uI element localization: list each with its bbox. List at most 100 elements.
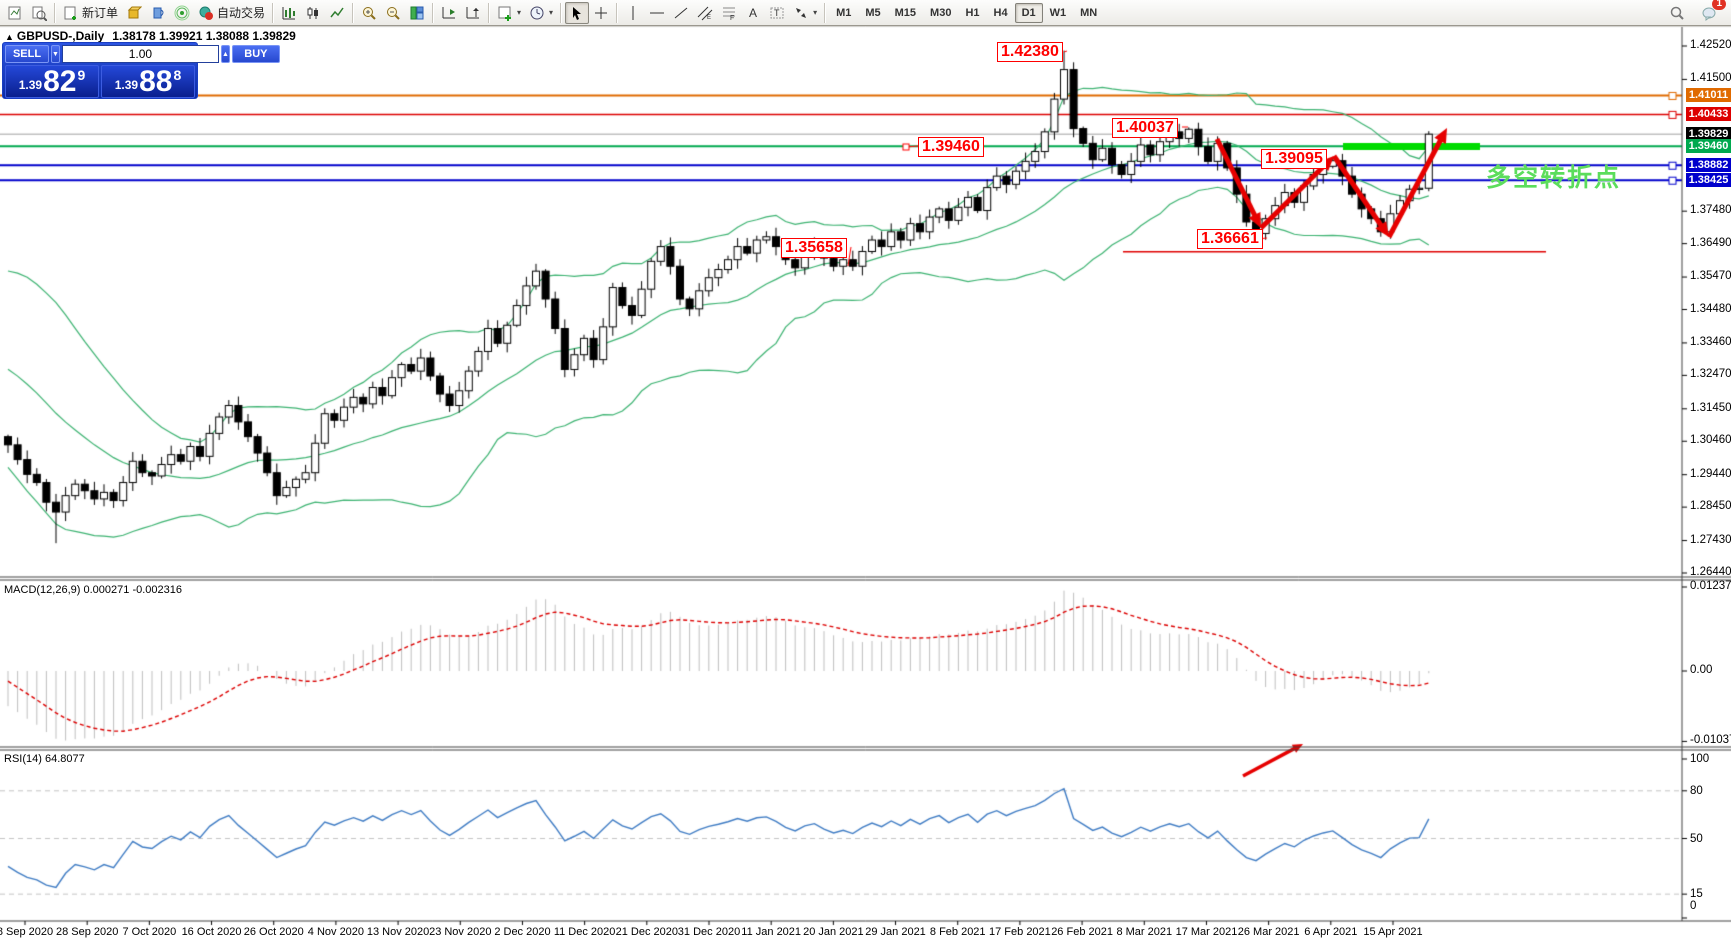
bull-bear-turning-point-note[interactable]: 多空转折点 bbox=[1486, 164, 1622, 192]
timeframe-m5[interactable]: M5 bbox=[865, 6, 881, 19]
date-axis-label: 21 Dec 2020 bbox=[615, 926, 679, 938]
price-level-badge: 1.39829 bbox=[1686, 127, 1731, 142]
periods-button[interactable]: ▾ bbox=[525, 2, 557, 24]
timeframe-h1[interactable]: H1 bbox=[965, 6, 980, 19]
candle-chart-button[interactable] bbox=[301, 2, 325, 24]
buy-button[interactable]: BUY bbox=[231, 45, 280, 63]
price-axis-tick-label: 1.29440 bbox=[1690, 467, 1731, 480]
price-axis-tick-label: 1.36490 bbox=[1690, 236, 1731, 249]
hline-button[interactable] bbox=[645, 2, 669, 24]
macd-label: MACD(12,26,9) 0.000271 -0.002316 bbox=[4, 584, 182, 596]
main-toolbar: 新订单 自动交易 ▾ ▾ E F A T ▾ M1 M5 M15 M30 H1 H4 D1 W1 MN 1 bbox=[0, 0, 1731, 26]
price-axis-tick-label: 1.26440 bbox=[1690, 566, 1731, 578]
search-button[interactable] bbox=[1665, 2, 1689, 24]
signals-button[interactable] bbox=[170, 2, 194, 24]
crosshair-button[interactable] bbox=[589, 2, 613, 24]
price-axis-tick-label: 1.33460 bbox=[1690, 335, 1731, 348]
toolbar-separator bbox=[272, 2, 275, 23]
timeframe-m1[interactable]: M1 bbox=[836, 6, 852, 19]
indicators-button[interactable]: ▾ bbox=[493, 2, 525, 24]
date-axis-label: 4 Nov 2020 bbox=[307, 926, 365, 938]
dropdown-caret-icon[interactable]: ▾ bbox=[813, 8, 818, 17]
chart-shift-button[interactable] bbox=[437, 2, 461, 24]
volume-down-button[interactable]: ▼ bbox=[51, 45, 60, 63]
auto-trading-button-label: 自动交易 bbox=[217, 6, 266, 20]
price-annotation-box[interactable]: 1.36661 bbox=[1197, 229, 1263, 249]
trendline-button[interactable] bbox=[669, 2, 693, 24]
date-axis-label: 8 Sep 2020 bbox=[0, 926, 54, 938]
channel-button[interactable]: E bbox=[693, 2, 717, 24]
volume-input[interactable] bbox=[61, 45, 219, 63]
zoom-in-button[interactable] bbox=[357, 2, 381, 24]
dropdown-caret-icon[interactable]: ▾ bbox=[549, 8, 554, 17]
rsi-label: RSI(14) 64.8077 bbox=[4, 753, 85, 765]
buy-price[interactable]: 1.39 88 8 bbox=[101, 65, 195, 98]
buy-price-big: 88 bbox=[139, 65, 173, 98]
timeframe-w1[interactable]: W1 bbox=[1049, 6, 1067, 19]
price-level-badge: 1.41011 bbox=[1686, 88, 1731, 103]
price-axis-tick-label: 1.41500 bbox=[1690, 72, 1731, 85]
label-button[interactable]: T bbox=[765, 2, 789, 24]
zoom-out-button[interactable] bbox=[381, 2, 405, 24]
arrows-button[interactable]: ▾ bbox=[789, 2, 821, 24]
history-center-button[interactable] bbox=[122, 2, 146, 24]
date-axis-label: 8 Mar 2021 bbox=[1116, 926, 1173, 938]
timeframe-mn[interactable]: MN bbox=[1080, 6, 1098, 19]
date-axis-label: 17 Mar 2021 bbox=[1175, 926, 1238, 938]
toolbar-separator bbox=[824, 2, 827, 23]
timeframe-m15[interactable]: M15 bbox=[894, 6, 917, 19]
price-axis-tick-label: 1.31450 bbox=[1690, 401, 1731, 414]
bar-chart-button[interactable] bbox=[277, 2, 301, 24]
sell-price-pip: 9 bbox=[77, 67, 86, 83]
sell-price-prefix: 1.39 bbox=[18, 78, 43, 92]
one-click-trade-panel: SELL ▼ ▲ BUY 1.39 82 9 1.39 88 8 bbox=[2, 42, 280, 99]
date-axis-label: 11 Jan 2021 bbox=[741, 926, 802, 938]
price-axis-tick-label: 1.28450 bbox=[1690, 500, 1731, 513]
notifications-button[interactable]: 1 bbox=[1697, 0, 1726, 24]
price-annotation-box[interactable]: 1.39460 bbox=[918, 137, 984, 157]
toolbar-separator bbox=[352, 2, 355, 23]
market-watch-button[interactable] bbox=[146, 2, 170, 24]
sell-button[interactable]: SELL bbox=[5, 45, 49, 63]
ohlc-values: 1.38178 1.39921 1.38088 1.39829 bbox=[112, 29, 296, 43]
timeframe-m30[interactable]: M30 bbox=[930, 6, 952, 19]
toolbar-separator bbox=[488, 2, 491, 23]
price-annotation-box[interactable]: 1.40037 bbox=[1112, 118, 1178, 138]
price-annotation-box[interactable]: 1.39095 bbox=[1261, 149, 1327, 169]
text-button[interactable]: A bbox=[741, 2, 765, 24]
collapse-triangle-icon[interactable]: ▲ bbox=[5, 32, 14, 42]
auto-scroll-button[interactable] bbox=[461, 2, 485, 24]
new-order-button[interactable]: 新订单 bbox=[59, 1, 122, 24]
sell-price[interactable]: 1.39 82 9 bbox=[5, 65, 99, 98]
date-axis-label: 6 Apr 2021 bbox=[1304, 926, 1358, 938]
vline-button[interactable] bbox=[621, 2, 645, 24]
price-axis-tick-label: 1.32470 bbox=[1690, 368, 1731, 381]
price-axis-tick-label: 1.27430 bbox=[1690, 533, 1731, 546]
line-chart-button[interactable] bbox=[325, 2, 349, 24]
fibo-button[interactable]: F bbox=[717, 2, 741, 24]
date-axis-label: 13 Nov 2020 bbox=[366, 926, 430, 938]
date-axis-label: 26 Oct 2020 bbox=[243, 926, 304, 938]
date-axis-label: 8 Feb 2021 bbox=[929, 926, 986, 938]
date-axis-label: 28 Sep 2020 bbox=[55, 926, 119, 938]
dropdown-caret-icon[interactable]: ▾ bbox=[517, 8, 522, 17]
new-chart-button[interactable] bbox=[3, 2, 27, 24]
auto-trading-button[interactable]: 自动交易 bbox=[194, 1, 269, 24]
volume-up-button[interactable]: ▲ bbox=[220, 45, 230, 63]
price-annotation-box[interactable]: 1.35658 bbox=[781, 238, 847, 258]
timeframe-h4[interactable]: H4 bbox=[993, 6, 1008, 19]
rsi-axis-tick-label: 80 bbox=[1690, 784, 1703, 797]
tile-windows-button[interactable] bbox=[405, 2, 429, 24]
date-axis-label: 11 Dec 2020 bbox=[553, 926, 616, 938]
price-level-badge: 1.39460 bbox=[1686, 139, 1731, 154]
svg-text:E: E bbox=[707, 15, 711, 21]
toolbar-separator bbox=[560, 2, 563, 23]
rsi-axis-tick-label: 100 bbox=[1690, 753, 1710, 765]
timeframe-d1[interactable]: D1 bbox=[1014, 2, 1043, 23]
price-level-badge: 1.40433 bbox=[1686, 107, 1731, 122]
cursor-button[interactable] bbox=[565, 1, 590, 24]
price-axis-tick-label: 1.35470 bbox=[1690, 270, 1731, 283]
price-annotation-box[interactable]: 1.42380 bbox=[997, 42, 1063, 62]
profiles-button[interactable] bbox=[27, 2, 51, 24]
